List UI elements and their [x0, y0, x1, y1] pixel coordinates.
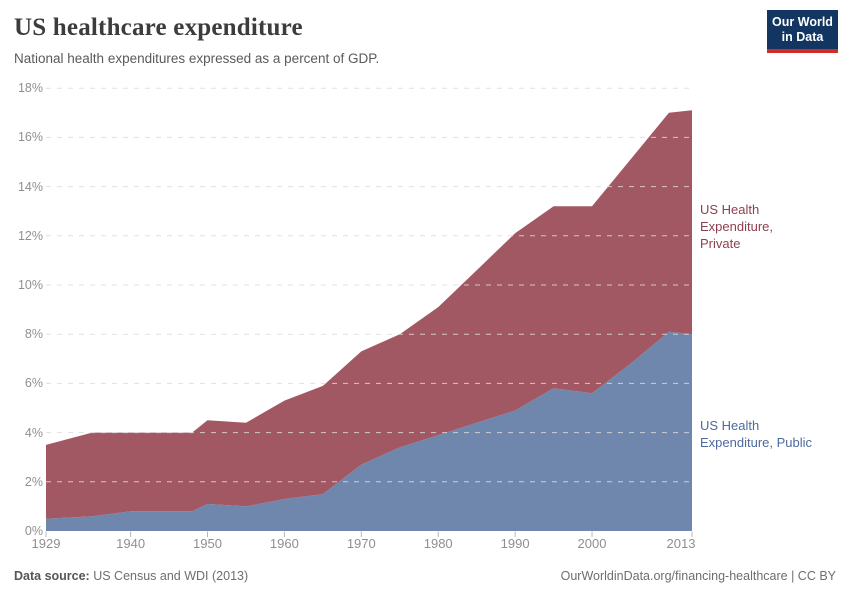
area-private	[46, 110, 692, 519]
chart-areas	[46, 110, 692, 531]
y-axis-label: 2%	[24, 474, 43, 489]
y-axis-label: 14%	[17, 179, 43, 194]
series-label-public: US Health Expenditure, Public	[700, 418, 813, 450]
x-axis-label: 1929	[31, 536, 61, 551]
x-axis-label: 1990	[500, 536, 530, 551]
y-axis-label: 8%	[24, 327, 43, 342]
footer-link[interactable]: OurWorldinData.org/financing-healthcare …	[560, 569, 836, 583]
data-source-text: US Census and WDI (2013)	[89, 569, 249, 583]
area-public	[46, 331, 692, 531]
owid-logo-line2: in Data	[781, 29, 824, 44]
x-axis-label: 1960	[269, 536, 299, 551]
data-source: Data source: US Census and WDI (2013)	[14, 569, 248, 583]
chart-subtitle: National health expenditures expressed a…	[14, 51, 380, 66]
x-axis-label: 2000	[577, 536, 607, 551]
y-axis-label: 12%	[17, 228, 43, 243]
owid-logo-line1: Our World	[772, 14, 833, 29]
x-axis-ticks	[45, 531, 693, 537]
y-axis-label: 18%	[17, 81, 43, 96]
series-label-private: US Health Expenditure, Private	[700, 202, 773, 251]
owid-logo[interactable]: Our World in Data	[767, 10, 838, 53]
y-axis-label: 16%	[17, 130, 43, 145]
y-axis-label: 4%	[24, 425, 43, 440]
x-axis-label: 1970	[346, 536, 376, 551]
y-axis-label: 10%	[17, 278, 43, 292]
x-axis-label: 1980	[423, 536, 453, 551]
y-axis-label: 0%	[24, 524, 43, 538]
page-title: US healthcare expenditure	[14, 14, 303, 41]
x-axis-label: 1950	[193, 536, 222, 551]
x-axis-label: 2013	[666, 536, 696, 551]
x-axis-label: 1940	[116, 536, 146, 551]
data-source-label: Data source:	[14, 569, 90, 583]
y-axis-label: 6%	[24, 376, 43, 391]
chart-gridlines	[46, 87, 692, 483]
